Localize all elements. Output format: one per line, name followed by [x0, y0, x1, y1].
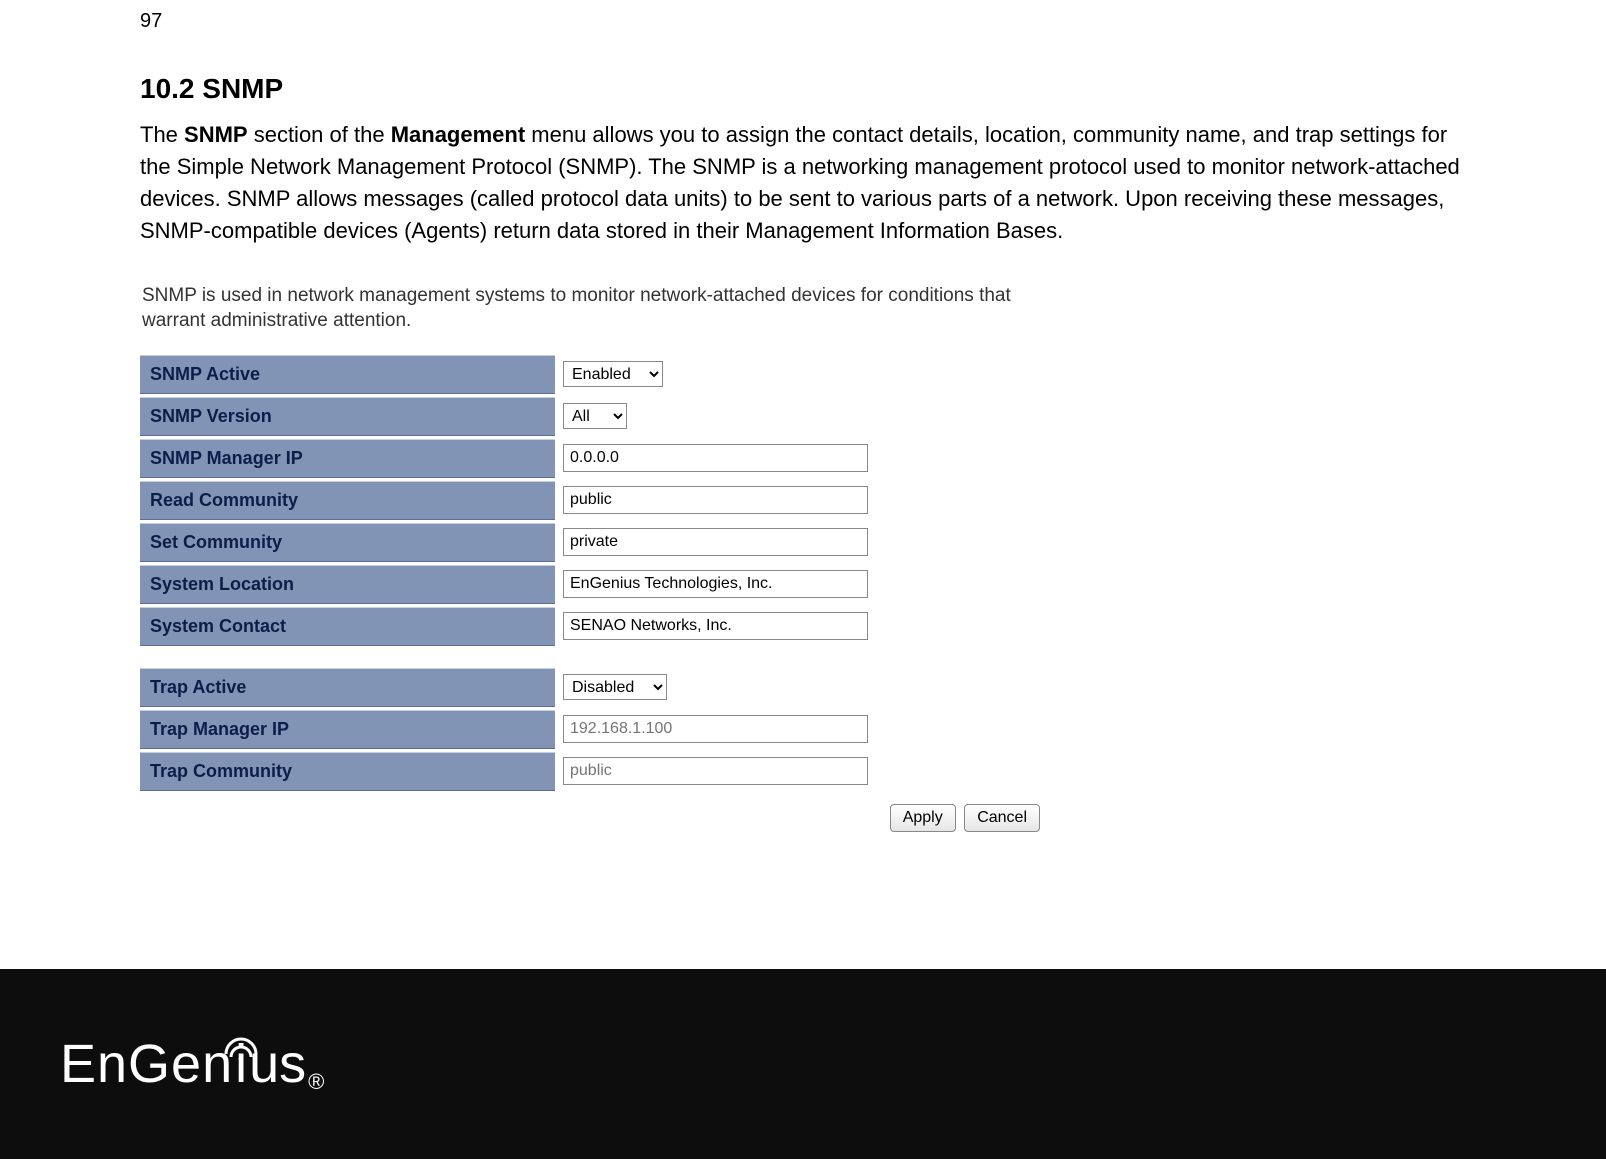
body-bold-snmp: SNMP [184, 122, 248, 147]
group-separator [140, 649, 1040, 665]
row-system-location: System Location [140, 565, 1040, 604]
input-read-community[interactable] [563, 486, 868, 514]
wifi-icon [222, 1011, 260, 1073]
select-snmp-active[interactable]: Enabled [563, 361, 663, 387]
apply-button[interactable]: Apply [890, 804, 956, 832]
cancel-button[interactable]: Cancel [964, 804, 1040, 832]
input-set-community[interactable] [563, 528, 868, 556]
registered-mark: ® [308, 1069, 324, 1095]
label-snmp-version: SNMP Version [140, 397, 555, 436]
row-trap-manager-ip: Trap Manager IP [140, 710, 1040, 749]
snmp-caption: SNMP is used in network management syste… [142, 283, 1022, 334]
select-trap-active[interactable]: Disabled [563, 674, 667, 700]
select-snmp-version[interactable]: All [563, 403, 627, 429]
input-system-contact[interactable] [563, 612, 868, 640]
row-snmp-manager-ip: SNMP Manager IP [140, 439, 1040, 478]
input-trap-manager-ip[interactable] [563, 715, 868, 743]
button-row: Apply Cancel [140, 804, 1040, 832]
input-trap-community[interactable] [563, 757, 868, 785]
row-trap-community: Trap Community [140, 752, 1040, 791]
row-snmp-version: SNMP Version All [140, 397, 1040, 436]
label-system-contact: System Contact [140, 607, 555, 646]
section-title: 10.2 SNMP [140, 73, 1466, 105]
row-set-community: Set Community [140, 523, 1040, 562]
engenius-logo: EnGen i us® [60, 1033, 324, 1095]
label-snmp-active: SNMP Active [140, 355, 555, 394]
body-mid1: section of the [248, 122, 391, 147]
label-snmp-manager-ip: SNMP Manager IP [140, 439, 555, 478]
label-set-community: Set Community [140, 523, 555, 562]
body-bold-management: Management [391, 122, 525, 147]
input-system-location[interactable] [563, 570, 868, 598]
body-text: The SNMP section of the Management menu … [140, 119, 1466, 247]
footer: EnGen i us® [0, 969, 1606, 1159]
row-system-contact: System Contact [140, 607, 1040, 646]
page-number: 97 [140, 10, 1466, 33]
logo-text-left: EnGen [60, 1033, 233, 1095]
input-snmp-manager-ip[interactable] [563, 444, 868, 472]
label-system-location: System Location [140, 565, 555, 604]
label-trap-manager-ip: Trap Manager IP [140, 710, 555, 749]
snmp-settings-table: SNMP Active Enabled SNMP Version All [140, 352, 1040, 794]
row-trap-active: Trap Active Disabled [140, 668, 1040, 707]
logo-i-with-wifi: i [235, 1033, 247, 1095]
row-snmp-active: SNMP Active Enabled [140, 355, 1040, 394]
label-read-community: Read Community [140, 481, 555, 520]
snmp-form: SNMP Active Enabled SNMP Version All [140, 352, 1040, 832]
label-trap-community: Trap Community [140, 752, 555, 791]
body-prefix: The [140, 122, 184, 147]
label-trap-active: Trap Active [140, 668, 555, 707]
row-read-community: Read Community [140, 481, 1040, 520]
